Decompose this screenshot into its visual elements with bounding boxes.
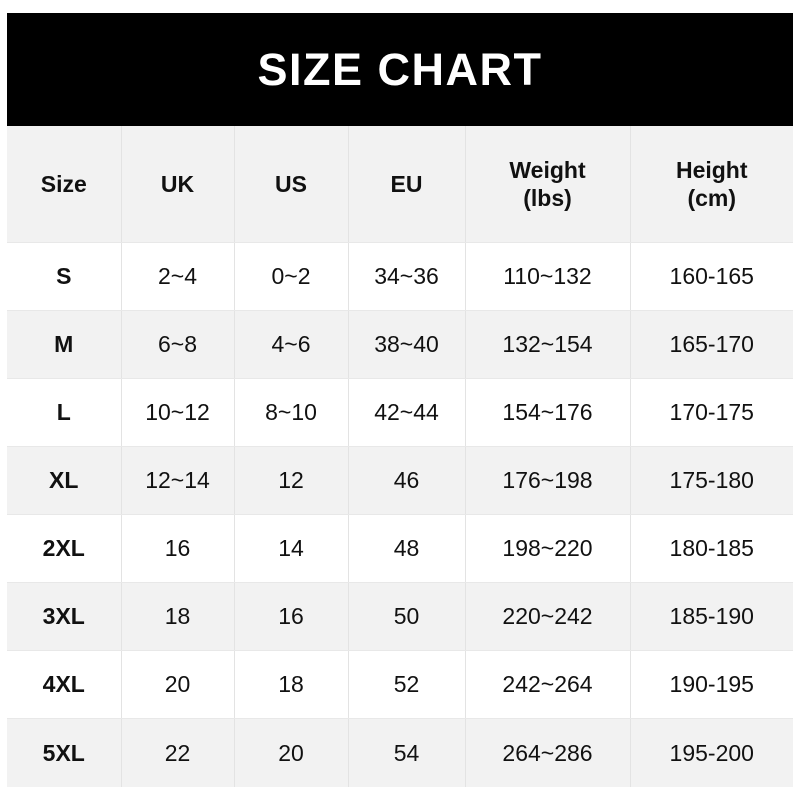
cell-us: 20 xyxy=(234,718,349,787)
cell-height: 175-180 xyxy=(630,446,793,516)
cell-us: 16 xyxy=(234,582,349,652)
column-header-eu-line1: EU xyxy=(390,170,423,197)
cell-uk: 22 xyxy=(121,718,235,787)
cell-size: 4XL xyxy=(7,650,122,720)
table-row: 4XL 20 18 52 242~264 190-195 xyxy=(7,650,793,720)
column-header-size: Size xyxy=(7,126,122,243)
cell-us: 0~2 xyxy=(234,242,349,312)
cell-us: 12 xyxy=(234,446,349,516)
table-row: L 10~12 8~10 42~44 154~176 170-175 xyxy=(7,378,793,448)
cell-size: 3XL xyxy=(7,582,122,652)
cell-eu: 42~44 xyxy=(348,378,466,448)
column-header-height-line1: Height xyxy=(675,156,748,183)
cell-us: 18 xyxy=(234,650,349,720)
column-header-us-line1: US xyxy=(275,170,307,197)
cell-weight: 132~154 xyxy=(465,310,631,380)
size-chart-table: Size UK US EU Weight (lbs) Height (cm) xyxy=(7,126,793,787)
header-row: Size UK US EU Weight (lbs) Height (cm) xyxy=(7,126,793,243)
cell-height: 160-165 xyxy=(630,242,793,312)
column-header-uk-line1: UK xyxy=(160,170,195,197)
cell-us: 4~6 xyxy=(234,310,349,380)
column-header-uk: UK xyxy=(121,126,235,243)
cell-height: 180-185 xyxy=(630,514,793,584)
column-header-height: Height (cm) xyxy=(630,126,793,243)
table-body: S 2~4 0~2 34~36 110~132 160-165 M 6~8 4~… xyxy=(7,242,793,787)
cell-weight: 220~242 xyxy=(465,582,631,652)
column-header-size-line1: Size xyxy=(40,170,87,197)
table-row: 2XL 16 14 48 198~220 180-185 xyxy=(7,514,793,584)
cell-us: 14 xyxy=(234,514,349,584)
cell-eu: 48 xyxy=(348,514,466,584)
cell-weight: 242~264 xyxy=(465,650,631,720)
cell-size: XL xyxy=(7,446,122,516)
cell-eu: 38~40 xyxy=(348,310,466,380)
cell-height: 185-190 xyxy=(630,582,793,652)
cell-weight: 154~176 xyxy=(465,378,631,448)
cell-uk: 12~14 xyxy=(121,446,235,516)
cell-weight: 264~286 xyxy=(465,718,631,787)
cell-uk: 20 xyxy=(121,650,235,720)
cell-size: 2XL xyxy=(7,514,122,584)
cell-us: 8~10 xyxy=(234,378,349,448)
cell-eu: 54 xyxy=(348,718,466,787)
column-header-weight-unit: (lbs) xyxy=(523,185,572,211)
column-header-us: US xyxy=(234,126,349,243)
cell-height: 195-200 xyxy=(669,739,754,766)
cell-uk: 16 xyxy=(121,514,235,584)
column-header-weight: Weight (lbs) xyxy=(465,126,631,243)
table-row: S 2~4 0~2 34~36 110~132 160-165 xyxy=(7,242,793,312)
column-header-eu: EU xyxy=(348,126,466,243)
cell-height: 165-170 xyxy=(630,310,793,380)
cell-size: L xyxy=(7,378,122,448)
table-row: XL 12~14 12 46 176~198 175-180 xyxy=(7,446,793,516)
cell-eu: 46 xyxy=(348,446,466,516)
cell-size: M xyxy=(7,310,122,380)
cell-height: 190-195 xyxy=(630,650,793,720)
cell-uk: 6~8 xyxy=(121,310,235,380)
table-row: 3XL 18 16 50 220~242 185-190 xyxy=(7,582,793,652)
cell-eu: 50 xyxy=(348,582,466,652)
table-row: M 6~8 4~6 38~40 132~154 165-170 xyxy=(7,310,793,380)
cell-weight: 176~198 xyxy=(465,446,631,516)
cell-uk: 2~4 xyxy=(121,242,235,312)
column-header-weight-line1: Weight xyxy=(509,156,586,183)
cell-uk: 18 xyxy=(121,582,235,652)
cell-eu: 52 xyxy=(348,650,466,720)
cell-height: 170-175 xyxy=(630,378,793,448)
cell-weight: 198~220 xyxy=(465,514,631,584)
cell-size: 5XL xyxy=(7,718,122,787)
cell-weight: 110~132 xyxy=(465,242,631,312)
table-row: 5XL 22 20 54 264~286 195-200 xyxy=(7,718,793,787)
title-banner: SIZE CHART xyxy=(7,13,793,126)
cell-eu: 34~36 xyxy=(348,242,466,312)
cell-size: S xyxy=(7,242,122,312)
column-header-height-unit: (cm) xyxy=(687,185,737,211)
page-title: SIZE CHART xyxy=(257,44,543,95)
table-header: Size UK US EU Weight (lbs) Height (cm) xyxy=(7,126,793,243)
cell-uk: 10~12 xyxy=(121,378,235,448)
